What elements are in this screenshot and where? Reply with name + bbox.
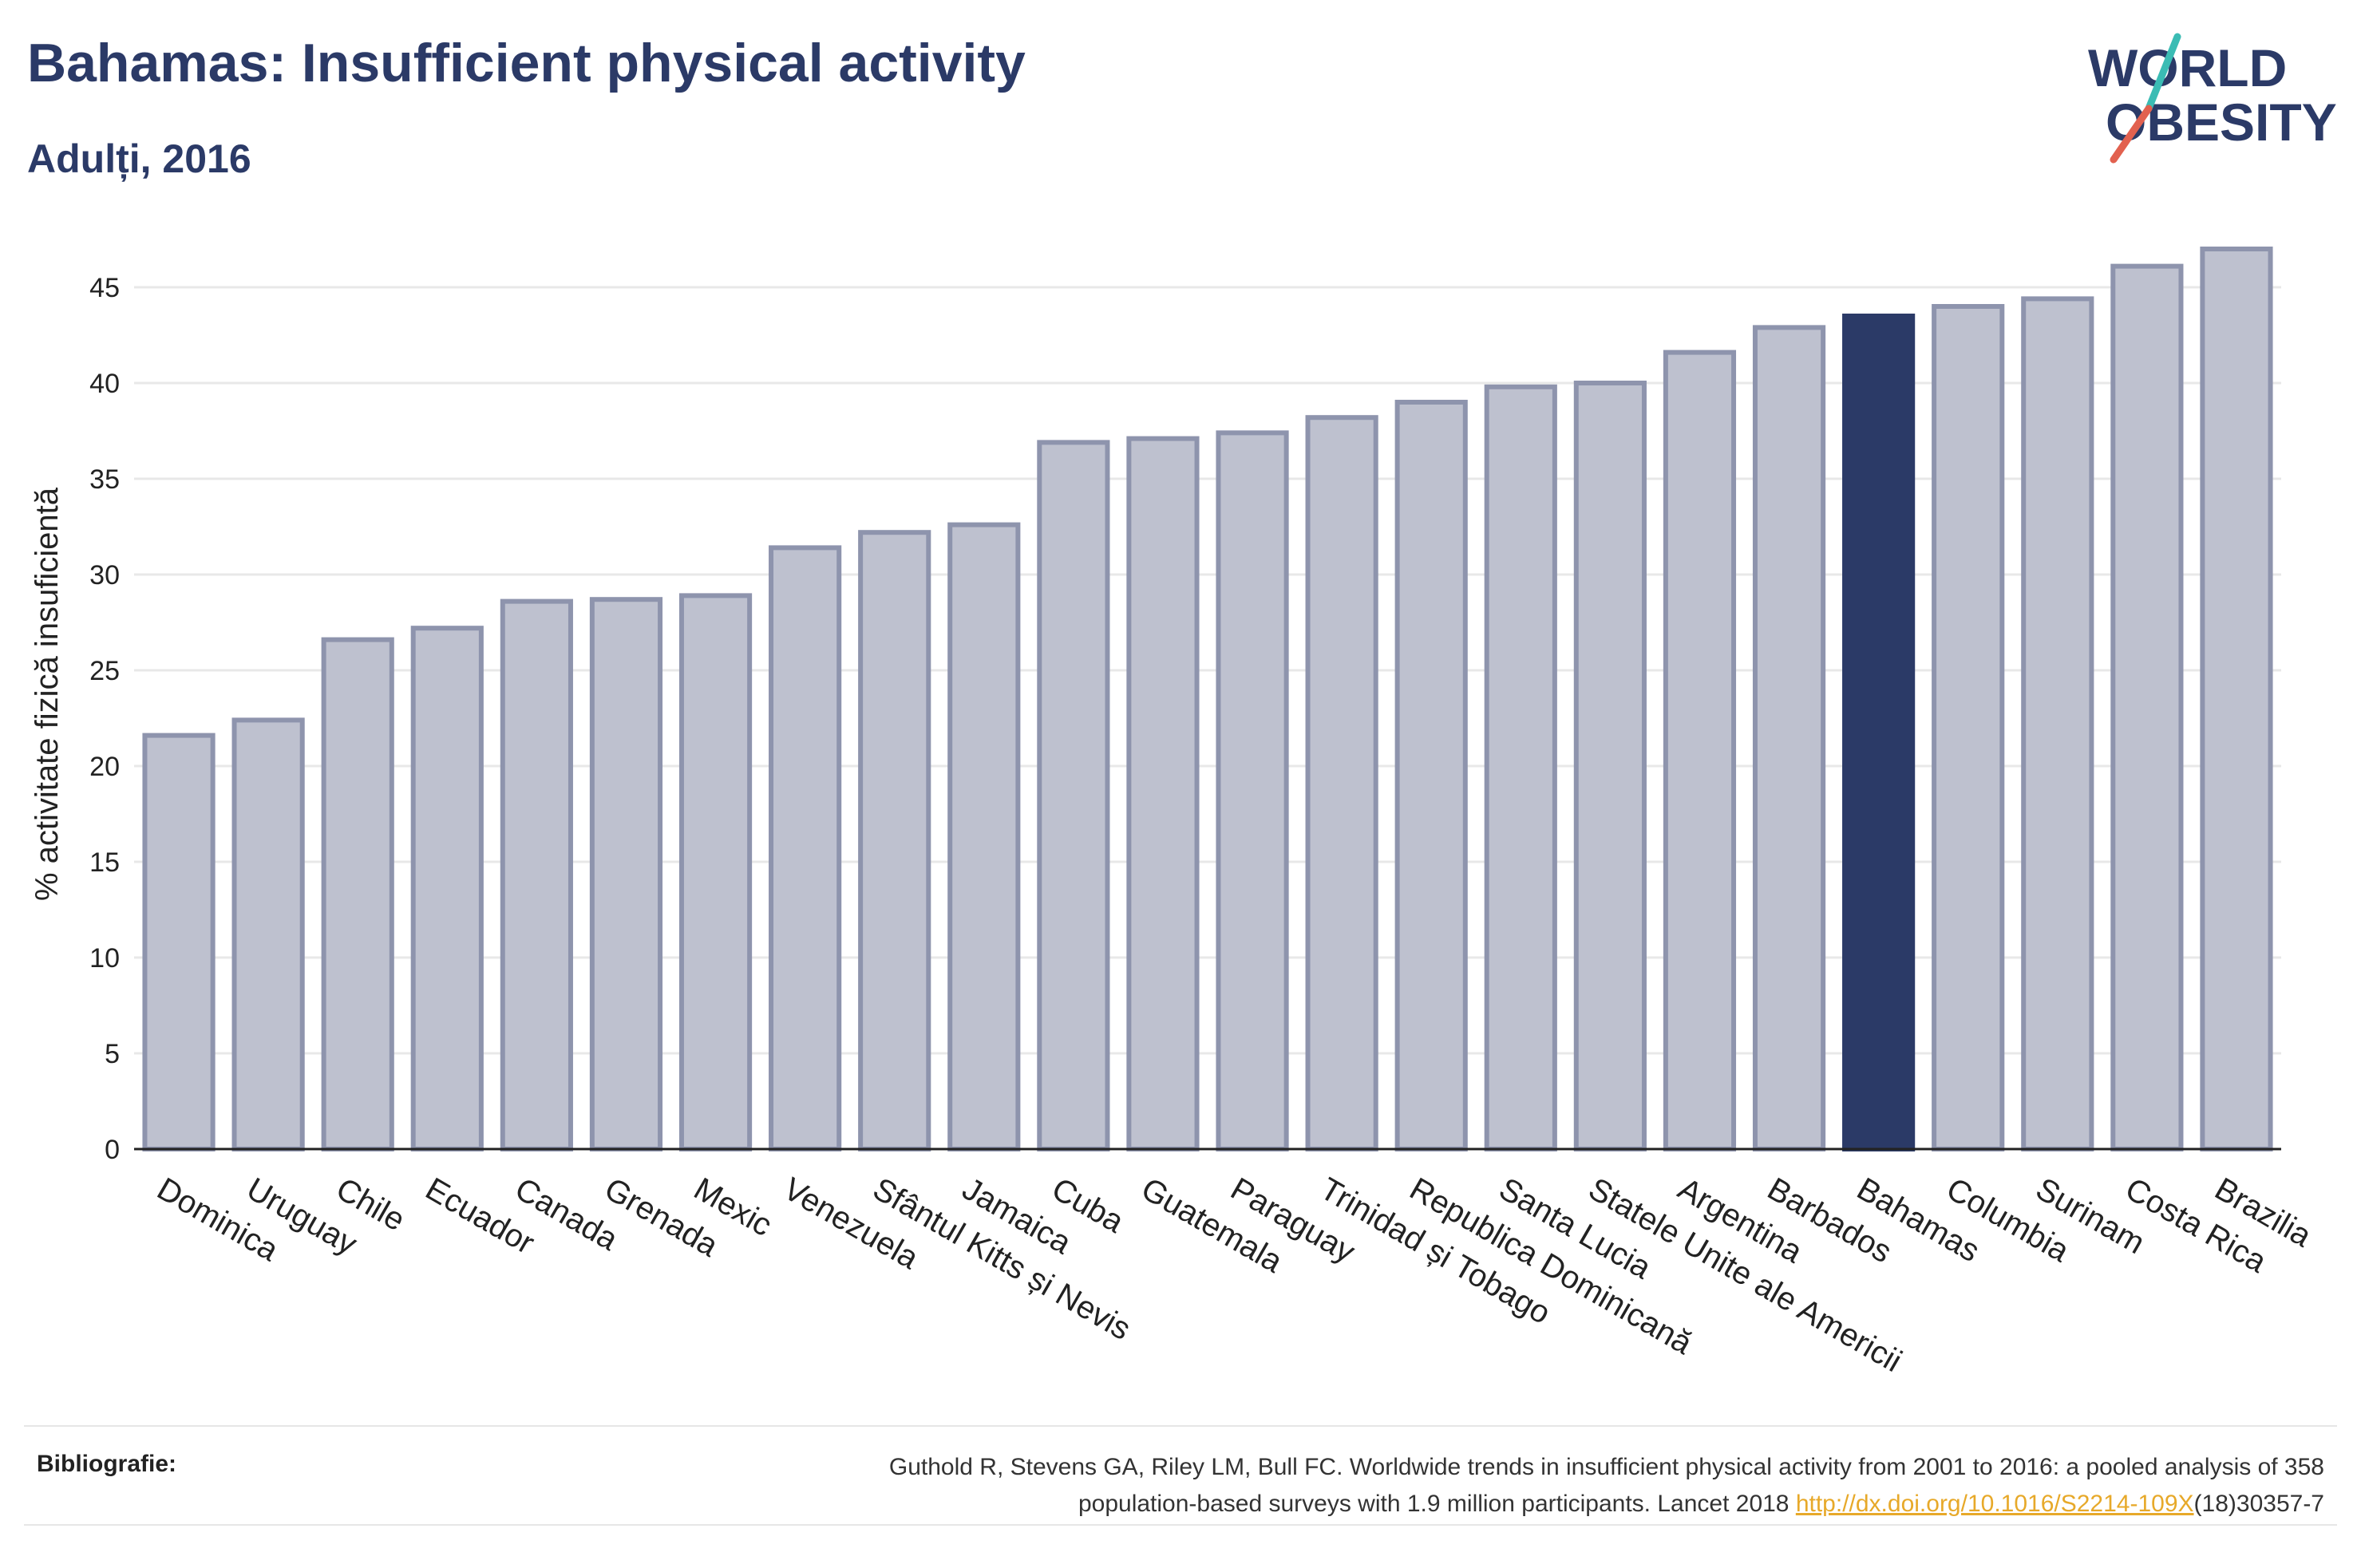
bar xyxy=(1663,350,1737,1152)
bar xyxy=(410,626,484,1151)
bar xyxy=(1932,304,2005,1151)
bar xyxy=(1305,415,1378,1151)
bibliography-label: Bibliografie: xyxy=(37,1451,177,1477)
bibliography-doi-link[interactable]: http://dx.doi.org/10.1016/S2214-109X xyxy=(1795,1491,2194,1517)
bar xyxy=(1037,440,1110,1151)
bar xyxy=(500,598,573,1151)
page-title: Bahamas: Insufficient physical activity xyxy=(27,33,1026,93)
bar xyxy=(231,717,305,1151)
bar xyxy=(1216,430,1289,1151)
bar xyxy=(2110,263,2184,1152)
bar xyxy=(2021,296,2094,1151)
bar xyxy=(1752,325,1826,1151)
bar xyxy=(1573,381,1647,1151)
bar xyxy=(2200,247,2273,1151)
bar xyxy=(947,522,1021,1151)
logo-word-obesity: OBESITY xyxy=(2106,93,2337,152)
bar xyxy=(858,530,931,1151)
bar xyxy=(589,597,663,1151)
y-axis-title: % activitate fizică insuficientă xyxy=(30,487,65,901)
bibliography-text: Guthold R, Stevens GA, Riley LM, Bull FC… xyxy=(393,1449,2324,1523)
y-tick-label: 15 xyxy=(89,847,120,878)
y-tick-label: 10 xyxy=(89,943,120,974)
y-tick-label: 40 xyxy=(89,369,120,399)
page-subtitle: Adulți, 2016 xyxy=(27,136,251,181)
divider-top xyxy=(24,1425,2337,1427)
y-tick-label: 5 xyxy=(105,1039,120,1069)
bibliography-line2-end: (18)30357-7 xyxy=(2193,1491,2324,1517)
bar xyxy=(142,733,216,1151)
logo-slash-teal xyxy=(2145,33,2181,113)
y-tick-label: 25 xyxy=(89,656,120,686)
bar xyxy=(678,593,753,1151)
logo-slash-red xyxy=(2110,105,2153,164)
y-tick-label: 35 xyxy=(89,464,120,495)
y-tick-label: 0 xyxy=(105,1135,120,1165)
bar xyxy=(1126,436,1200,1151)
world-obesity-logo: WORLD OBESITY xyxy=(2088,33,2337,164)
bar xyxy=(1484,384,1557,1151)
y-tick-label: 30 xyxy=(89,560,120,590)
bar xyxy=(1842,314,1916,1151)
logo-word-world: WORLD xyxy=(2088,38,2287,97)
bar xyxy=(321,637,394,1151)
bibliography-line2: population-based surveys with 1.9 millio… xyxy=(1078,1491,1796,1517)
divider-bottom xyxy=(24,1524,2337,1526)
bibliography-line1: Guthold R, Stevens GA, Riley LM, Bull FC… xyxy=(888,1454,2324,1480)
y-tick-label: 20 xyxy=(89,752,120,782)
y-tick-label: 45 xyxy=(89,273,120,303)
bar xyxy=(1394,400,1468,1151)
bar xyxy=(769,545,842,1151)
